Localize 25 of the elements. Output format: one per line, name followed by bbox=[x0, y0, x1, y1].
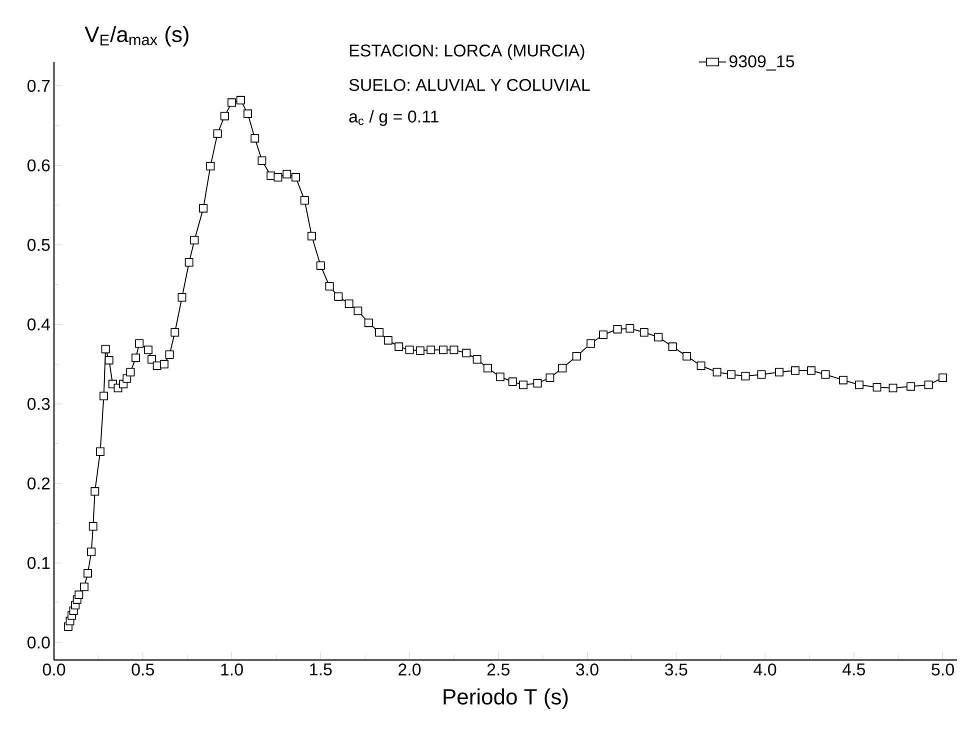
x-tick-label: 3.0 bbox=[576, 664, 598, 676]
y-tick-label: 0.0 bbox=[27, 636, 50, 649]
x-tick-label: 1.5 bbox=[310, 664, 332, 676]
legend-label: 9309_15 bbox=[729, 55, 794, 71]
y-tick-label: 0.3 bbox=[27, 398, 50, 410]
y-tick-label: 0.7 bbox=[27, 80, 50, 92]
y-tick-label: 0.4 bbox=[27, 318, 50, 330]
annotation: a$_{c}$ / g = 0.11 bbox=[349, 110, 438, 126]
x-axis-title: Periodo T (s) bbox=[444, 688, 568, 709]
y-tick-label: 0.6 bbox=[27, 159, 50, 172]
y-axis-title: V$_{E}$/a$_{max}$ (s) bbox=[84, 26, 188, 46]
x-tick-label: 2.5 bbox=[487, 664, 510, 676]
y-tick-label: 0.5 bbox=[27, 238, 50, 251]
y-tick-label: 0.1 bbox=[27, 556, 50, 570]
x-tick-label: 4.0 bbox=[754, 664, 776, 676]
x-tick-label: 3.5 bbox=[664, 664, 688, 676]
annotation: SUELO: ALUVIAL Y COLUVIAL bbox=[349, 78, 590, 92]
x-tick-label: 0.0 bbox=[42, 664, 66, 676]
y-tick-label: 0.2 bbox=[27, 477, 50, 490]
x-tick-label: 2.0 bbox=[398, 664, 421, 676]
x-tick-label: 5.0 bbox=[932, 664, 954, 676]
x-tick-label: 1.0 bbox=[221, 664, 243, 676]
text: ESTACION: LORCA (MURCIA) bbox=[350, 44, 584, 60]
x-tick-label: 4.5 bbox=[842, 664, 866, 676]
x-tick-label: 0.5 bbox=[132, 664, 154, 676]
